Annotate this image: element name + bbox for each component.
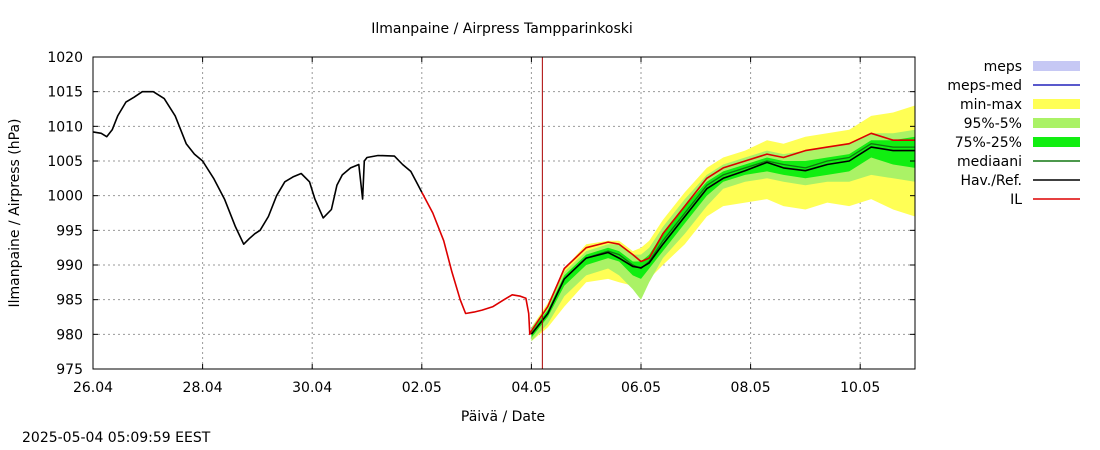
legend-label: 75%-25%	[955, 135, 1022, 151]
legend-swatch	[1033, 118, 1080, 128]
series-observed	[92, 90, 423, 245]
x-axis-label: Päivä / Date	[461, 409, 545, 425]
series-il	[421, 132, 915, 336]
legend-label: mediaani	[957, 154, 1022, 170]
y-tick-label: 980	[56, 327, 83, 343]
legend: meps meps-med min-max 95%-5% 75%-25% mediaani…	[947, 59, 1080, 208]
y-tick-label: 975	[56, 362, 83, 378]
x-tick-label: 26.04	[73, 380, 113, 396]
legend-label: IL	[1010, 192, 1022, 208]
band-95-5	[531, 129, 915, 342]
y-tick-label: 1020	[47, 50, 83, 66]
legend-swatch	[1033, 61, 1080, 71]
legend-label: Hav./Ref.	[960, 173, 1022, 189]
y-tick-label: 1015	[47, 85, 83, 101]
x-tick-label: 08.05	[731, 380, 771, 396]
y-tick-label: 1000	[47, 189, 83, 205]
forecast-bands	[531, 105, 915, 342]
x-axis-ticks: 26.04 28.04 30.04 02.05 04.05 06.05 08.05 10.05	[73, 57, 880, 396]
y-tick-label: 1005	[47, 154, 83, 170]
chart-title: Ilmanpaine / Airpress Tampparinkoski	[371, 21, 633, 37]
y-tick-label: 985	[56, 293, 83, 309]
y-tick-label: 995	[56, 223, 83, 239]
y-axis-ticks: 975 980 985 990 995 1000 1005 1010 1015 1020	[47, 50, 915, 378]
footer-timestamp: 2025-05-04 05:09:59 EEST	[22, 430, 211, 446]
y-tick-label: 990	[56, 258, 83, 274]
y-axis-label: Ilmanpaine / Airpress (hPa)	[7, 119, 23, 308]
legend-swatch	[1033, 99, 1080, 109]
x-tick-label: 06.05	[621, 380, 661, 396]
x-tick-label: 28.04	[183, 380, 223, 396]
legend-label: 95%-5%	[964, 116, 1022, 132]
x-tick-label: 04.05	[511, 380, 551, 396]
x-tick-label: 10.05	[840, 380, 880, 396]
legend-label: meps	[984, 59, 1022, 75]
y-tick-label: 1010	[47, 119, 83, 135]
plot-frame	[92, 56, 916, 370]
legend-label: meps-med	[947, 78, 1022, 94]
x-tick-label: 30.04	[292, 380, 332, 396]
band-75-25	[531, 136, 915, 338]
grid	[93, 57, 915, 369]
x-tick-label: 02.05	[402, 380, 442, 396]
series-lines	[92, 57, 915, 369]
series-ref-forecast	[530, 146, 915, 335]
legend-label: min-max	[960, 97, 1022, 113]
legend-swatch	[1033, 137, 1080, 147]
